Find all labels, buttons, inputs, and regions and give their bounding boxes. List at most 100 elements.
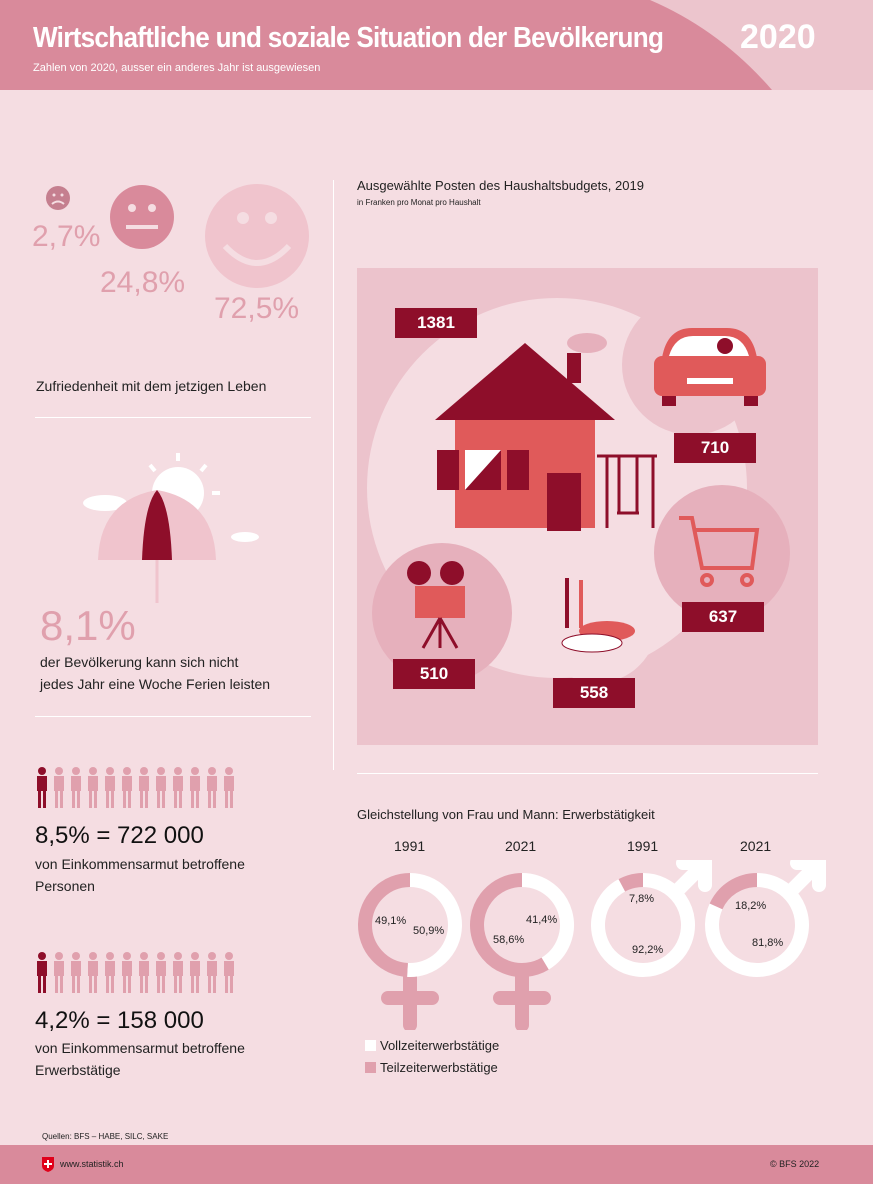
divider bbox=[357, 773, 818, 774]
person-icon bbox=[173, 767, 183, 808]
donut-slice-parttime bbox=[618, 873, 644, 892]
female-symbol-stem bbox=[381, 963, 439, 1030]
poverty-value: 8,5% = 722 000 bbox=[35, 822, 204, 849]
male-symbol-arrow bbox=[668, 860, 712, 900]
female-symbol-stem bbox=[493, 963, 551, 1030]
person-icon bbox=[37, 952, 47, 993]
donut-label: 7,8% bbox=[629, 893, 655, 905]
budget-value-car: 710 bbox=[674, 433, 756, 463]
working-poor-label-1: von Einkommensarmut betroffene bbox=[35, 1040, 245, 1056]
donut-label: 92,2% bbox=[632, 944, 664, 956]
year-label: 2021 bbox=[505, 838, 537, 854]
person-icon bbox=[54, 952, 64, 993]
film-camera-icon bbox=[407, 561, 465, 649]
legend-swatch-parttime bbox=[365, 1062, 376, 1073]
page-title: Wirtschaftliche und soziale Situation de… bbox=[33, 22, 664, 54]
person-icon bbox=[224, 952, 234, 993]
person-icon bbox=[37, 767, 47, 808]
donut-label: 18,2% bbox=[735, 900, 767, 912]
divider bbox=[35, 417, 311, 418]
happy-face-icon bbox=[205, 184, 309, 288]
umbrella-sun-icon bbox=[83, 453, 259, 603]
legend-fulltime: Vollzeiterwerbstätige bbox=[380, 1038, 500, 1053]
source-note: Quellen: BFS – HABE, SILC, SAKE bbox=[42, 1132, 169, 1141]
gender-title: Gleichstellung von Frau und Mann: Erwerb… bbox=[357, 807, 655, 822]
vertical-divider bbox=[333, 180, 334, 770]
donut-slice-parttime bbox=[470, 873, 549, 977]
shopping-cart-icon bbox=[679, 516, 760, 587]
year-badge: 2020 bbox=[740, 18, 816, 56]
page-subtitle: Zahlen von 2020, ausser ein anderes Jahr… bbox=[33, 62, 321, 74]
person-icon bbox=[156, 767, 166, 808]
person-icon bbox=[88, 952, 98, 993]
house-icon bbox=[435, 333, 657, 531]
budget-value-housing: 1381 bbox=[395, 308, 477, 338]
donut-label: 41,4% bbox=[526, 914, 558, 926]
person-icon bbox=[71, 767, 81, 808]
legend-parttime: Teilzeiterwerbstätige bbox=[380, 1060, 498, 1075]
person-icon bbox=[207, 767, 217, 808]
donut-slice-fulltime bbox=[591, 873, 695, 977]
person-icon bbox=[139, 767, 149, 808]
donut-label: 58,6% bbox=[493, 934, 525, 946]
person-icon bbox=[54, 767, 64, 808]
header-accent-shape bbox=[650, 0, 873, 90]
copyright: © BFS 2022 bbox=[770, 1159, 820, 1169]
swiss-flag-icon bbox=[42, 1157, 54, 1172]
happy-percent: 72,5% bbox=[214, 292, 300, 325]
donut-slice-parttime bbox=[358, 873, 411, 977]
budget-value-groceries: 637 bbox=[682, 602, 764, 632]
donut-slice-parttime bbox=[709, 873, 758, 910]
budget-subtitle: in Franken pro Monat pro Haushalt bbox=[357, 198, 481, 207]
person-icon bbox=[88, 767, 98, 808]
person-icon bbox=[224, 767, 234, 808]
donut-slice-fulltime bbox=[407, 873, 462, 977]
donut-label: 81,8% bbox=[752, 937, 784, 949]
budget-title: Ausgewählte Posten des Haushaltsbudgets,… bbox=[357, 178, 644, 193]
year-label: 1991 bbox=[627, 838, 659, 854]
poverty-label-1: von Einkommensarmut betroffene bbox=[35, 856, 245, 872]
donut-slice-fulltime bbox=[521, 873, 574, 970]
car-icon bbox=[654, 328, 766, 406]
website-link[interactable]: www.statistik.ch bbox=[60, 1159, 124, 1169]
budget-value-leisure: 510 bbox=[393, 659, 475, 689]
person-icon bbox=[156, 952, 166, 993]
male-symbol-arrow bbox=[782, 860, 826, 900]
person-icon bbox=[190, 767, 200, 808]
neutral-percent: 24,8% bbox=[100, 266, 186, 299]
year-label: 2021 bbox=[740, 838, 772, 854]
working-poor-label-2: Erwerbstätige bbox=[35, 1062, 121, 1078]
sad-face-icon bbox=[46, 186, 70, 210]
smiley-icons bbox=[46, 184, 309, 288]
person-icon bbox=[105, 767, 115, 808]
holiday-percent: 8,1% bbox=[40, 602, 136, 649]
year-label: 1991 bbox=[394, 838, 426, 854]
person-icon bbox=[173, 952, 183, 993]
person-icon bbox=[105, 952, 115, 993]
donut-slice-fulltime bbox=[705, 873, 809, 977]
budget-panel: 1381 710 637 558 510 bbox=[357, 268, 818, 745]
holiday-label-1: der Bevölkerung kann sich nicht bbox=[40, 654, 239, 670]
person-icon bbox=[190, 952, 200, 993]
person-icon bbox=[207, 952, 217, 993]
poverty-label-2: Personen bbox=[35, 878, 95, 894]
footer: www.statistik.ch © BFS 2022 bbox=[0, 1145, 873, 1184]
gender-donuts bbox=[358, 860, 826, 1030]
legend-swatch-fulltime bbox=[365, 1040, 376, 1051]
budget-value-food: 558 bbox=[553, 678, 635, 708]
satisfaction-label: Zufriedenheit mit dem jetzigen Leben bbox=[36, 378, 267, 394]
people-icons-poverty bbox=[36, 767, 235, 809]
worker-icons-poverty bbox=[36, 952, 235, 994]
holiday-label-2: jedes Jahr eine Woche Ferien leisten bbox=[40, 676, 271, 692]
donut-label: 50,9% bbox=[413, 925, 445, 937]
neutral-face-icon bbox=[110, 185, 174, 249]
person-icon bbox=[122, 767, 132, 808]
divider bbox=[35, 716, 311, 717]
header-banner bbox=[0, 0, 873, 90]
food-icon bbox=[561, 578, 635, 653]
donut-label: 49,1% bbox=[375, 915, 407, 927]
person-icon bbox=[139, 952, 149, 993]
budget-illustration bbox=[367, 295, 790, 683]
person-icon bbox=[122, 952, 132, 993]
working-poor-value: 4,2% = 158 000 bbox=[35, 1007, 204, 1034]
